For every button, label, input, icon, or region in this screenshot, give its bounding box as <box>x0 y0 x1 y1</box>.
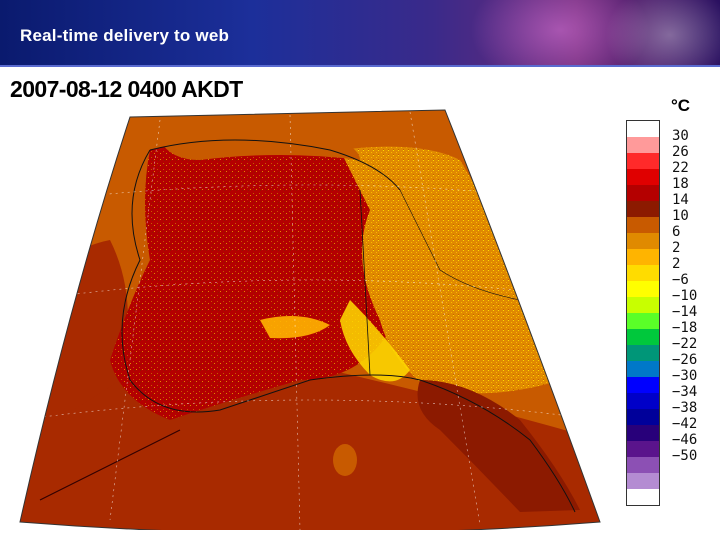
legend-label: 18 <box>672 176 689 192</box>
legend-swatch <box>627 409 659 425</box>
legend-swatch <box>627 217 659 233</box>
map-field <box>20 110 600 530</box>
banner-glow <box>470 0 650 66</box>
legend-label: −30 <box>672 368 698 384</box>
legend-swatch <box>627 393 659 409</box>
legend-label: 14 <box>672 192 689 208</box>
legend-swatch <box>627 457 659 473</box>
banner-title: Real-time delivery to web <box>20 26 230 45</box>
legend-label: −46 <box>672 432 698 448</box>
banner-glow <box>600 0 720 66</box>
legend-label: 6 <box>672 224 681 240</box>
legend-label: 2 <box>672 256 681 272</box>
color-legend <box>626 120 660 506</box>
legend-swatch <box>627 473 659 489</box>
legend-swatch <box>627 137 659 153</box>
legend-swatch <box>627 313 659 329</box>
legend-label: −6 <box>672 272 689 288</box>
legend-swatch <box>627 489 659 505</box>
legend-label: −42 <box>672 416 698 432</box>
legend-swatch <box>627 441 659 457</box>
legend-swatch <box>627 153 659 169</box>
legend-swatch <box>627 265 659 281</box>
legend-label: 10 <box>672 208 689 224</box>
legend-label: −50 <box>672 448 698 464</box>
map-title: 2007-08-12 0400 AKDT <box>10 76 243 102</box>
legend-label: 30 <box>672 128 689 144</box>
legend-label: −38 <box>672 400 698 416</box>
legend-label: 26 <box>672 144 689 160</box>
legend-label: −26 <box>672 352 698 368</box>
legend-swatch <box>627 281 659 297</box>
legend-swatch <box>627 377 659 393</box>
legend-label: −22 <box>672 336 698 352</box>
legend-swatch <box>627 297 659 313</box>
map-frame <box>19 109 601 530</box>
legend-swatch <box>627 121 659 137</box>
header-banner: Real-time delivery to web <box>0 0 720 66</box>
legend-labels: 30 26 22 18 14 10 6 2 2 −6 −10 −14 −18 −22 −26 −30 −34 −3… <box>672 128 712 464</box>
legend-swatch <box>627 425 659 441</box>
legend-label: −34 <box>672 384 698 400</box>
temperature-map <box>19 109 601 530</box>
legend-label: 22 <box>672 160 689 176</box>
legend-swatch <box>627 345 659 361</box>
legend-label: −10 <box>672 288 698 304</box>
legend-label: 2 <box>672 240 681 256</box>
banner-divider <box>0 65 720 67</box>
legend-swatch <box>627 249 659 265</box>
legend-swatch <box>627 329 659 345</box>
legend-label: −14 <box>672 304 698 320</box>
legend-label: −18 <box>672 320 698 336</box>
legend-swatch <box>627 361 659 377</box>
legend-swatch <box>627 185 659 201</box>
legend-swatch <box>627 169 659 185</box>
unit-label: °C <box>671 96 691 115</box>
legend-swatch <box>627 201 659 217</box>
legend-swatch <box>627 233 659 249</box>
